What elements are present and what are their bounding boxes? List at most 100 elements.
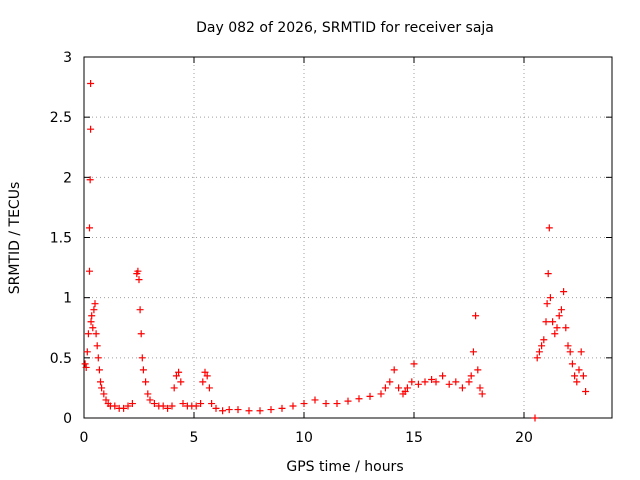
data-point — [289, 402, 297, 410]
data-point — [571, 372, 579, 380]
data-point — [445, 380, 453, 388]
grid-lines — [84, 57, 612, 418]
data-point — [159, 402, 167, 410]
data-point — [245, 407, 253, 415]
data-point — [83, 348, 91, 356]
data-point — [577, 348, 585, 356]
data-point — [134, 267, 142, 275]
data-point — [168, 402, 176, 410]
data-point — [566, 348, 574, 356]
y-tick-label: 2.5 — [50, 110, 72, 126]
data-point — [366, 392, 374, 400]
data-point — [175, 368, 183, 376]
data-point — [465, 378, 473, 386]
data-point — [557, 306, 565, 314]
data-point — [311, 396, 319, 404]
y-axis-label: SRMTID / TECUs — [7, 182, 23, 295]
data-point — [377, 390, 385, 398]
data-point — [533, 354, 541, 362]
data-point — [192, 402, 200, 410]
data-point — [553, 324, 561, 332]
data-point — [128, 400, 136, 408]
data-point — [439, 372, 447, 380]
data-point — [164, 404, 172, 412]
data-point — [92, 330, 100, 338]
data-point — [91, 300, 99, 308]
data-point — [390, 366, 398, 374]
x-tick-label: 10 — [295, 430, 313, 446]
data-point — [203, 372, 211, 380]
data-point — [408, 378, 416, 386]
data-point — [201, 368, 209, 376]
y-tick-label: 1.5 — [50, 231, 72, 247]
data-point — [538, 342, 546, 350]
x-tick-label: 0 — [80, 430, 89, 446]
data-point — [144, 390, 152, 398]
x-tick-label: 15 — [405, 430, 423, 446]
data-point — [386, 378, 394, 386]
data-point — [98, 384, 106, 392]
data-point — [170, 384, 178, 392]
data-point — [150, 400, 158, 408]
data-point — [575, 366, 583, 374]
data-point — [278, 404, 286, 412]
data-point — [197, 400, 205, 408]
data-point — [89, 324, 97, 332]
data-point — [82, 363, 90, 371]
data-point — [205, 384, 213, 392]
data-point — [544, 270, 552, 278]
data-point — [579, 372, 587, 380]
data-point — [535, 348, 543, 356]
y-tick-label: 3 — [63, 50, 72, 66]
data-point — [467, 372, 475, 380]
data-point — [474, 366, 482, 374]
data-point — [546, 294, 554, 302]
data-point — [87, 79, 95, 87]
data-point — [458, 384, 466, 392]
data-point — [582, 388, 590, 396]
data-point — [545, 224, 553, 232]
data-point — [136, 306, 144, 314]
data-point — [86, 267, 93, 275]
data-point — [124, 402, 132, 410]
data-point — [564, 342, 572, 350]
chart-title: Day 082 of 2026, SRMTID for receiver saj… — [196, 20, 494, 36]
data-point — [120, 404, 128, 412]
data-point — [93, 342, 101, 350]
data-point — [86, 176, 94, 184]
data-points — [81, 79, 590, 422]
data-point — [543, 300, 551, 308]
data-point — [219, 407, 227, 415]
data-point — [172, 372, 180, 380]
data-point — [355, 395, 363, 403]
data-point — [562, 324, 570, 332]
data-point — [102, 396, 110, 404]
data-point — [90, 306, 98, 314]
data-point — [208, 400, 216, 408]
data-point — [549, 318, 557, 326]
data-point — [478, 390, 486, 398]
data-point — [84, 330, 92, 338]
data-point — [428, 375, 436, 383]
y-tick-label: 2 — [63, 170, 72, 186]
y-tick-label: 0 — [63, 411, 72, 427]
data-point — [476, 384, 484, 392]
data-point — [344, 397, 352, 405]
data-point — [139, 366, 147, 374]
data-point — [300, 400, 308, 408]
data-point — [94, 354, 102, 362]
data-point — [177, 378, 185, 386]
data-point — [256, 407, 264, 415]
data-point — [87, 125, 95, 133]
data-point — [421, 378, 429, 386]
data-point — [333, 400, 341, 408]
data-point — [540, 336, 548, 344]
data-point — [555, 312, 563, 320]
axis-ticks: 0 5 10 15 20 0 0.5 1 1.5 2 2.5 3 — [50, 50, 612, 446]
data-point — [225, 406, 233, 414]
data-point — [100, 390, 108, 398]
data-point — [531, 414, 539, 422]
data-point — [403, 384, 411, 392]
data-point — [95, 366, 103, 374]
data-point — [414, 380, 422, 388]
